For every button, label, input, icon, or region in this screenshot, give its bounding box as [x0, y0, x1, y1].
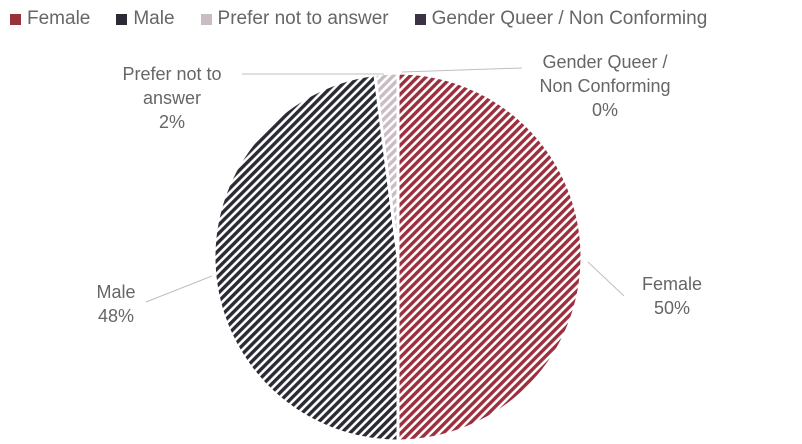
data-label: Gender Queer / Non Conforming 0% — [539, 52, 670, 120]
chart-legend: Female Male Prefer not to answer Gender Que… — [10, 6, 707, 32]
pie-slice — [212, 72, 400, 443]
legend-label: Female — [27, 8, 91, 29]
legend-label: Gender Queer / Non Conforming — [431, 8, 708, 29]
data-label: Prefer not to answer 2% — [122, 64, 221, 132]
data-labels: Female 50% Male 48% Prefer not to answer 2% Gen… — [96, 52, 702, 326]
legend-label: Prefer not to answer — [217, 8, 389, 29]
legend-swatch — [116, 13, 128, 25]
data-label: Female 50% — [642, 274, 702, 318]
leader-line — [587, 261, 625, 297]
pie-slice — [396, 71, 584, 443]
data-label-line: Gender Queer / — [542, 52, 667, 72]
data-label-line: Male — [96, 282, 135, 302]
legend-item: Gender Queer / Non Conforming — [414, 8, 708, 30]
legend-swatch — [414, 13, 426, 25]
legend-item: Male — [116, 8, 175, 30]
data-label: Male 48% — [96, 282, 135, 326]
data-label-line: Female — [642, 274, 702, 294]
leader-line — [401, 67, 523, 73]
data-label-line: 0% — [592, 100, 618, 120]
data-label-line: 48% — [98, 306, 134, 326]
legend-swatch — [200, 13, 212, 25]
leader-lines — [145, 67, 625, 303]
data-label-line: Prefer not to — [122, 64, 221, 84]
leader-line — [145, 275, 213, 303]
data-label-line: Non Conforming — [539, 76, 670, 96]
legend-item: Female — [10, 8, 90, 30]
legend-swatch — [10, 13, 21, 25]
legend-item: Prefer not to answer — [200, 8, 389, 30]
data-label-line: answer — [143, 88, 201, 108]
legend-label: Male — [133, 8, 175, 29]
data-label-line: 50% — [654, 298, 690, 318]
data-label-line: 2% — [159, 112, 185, 132]
pie-slices — [212, 71, 584, 443]
